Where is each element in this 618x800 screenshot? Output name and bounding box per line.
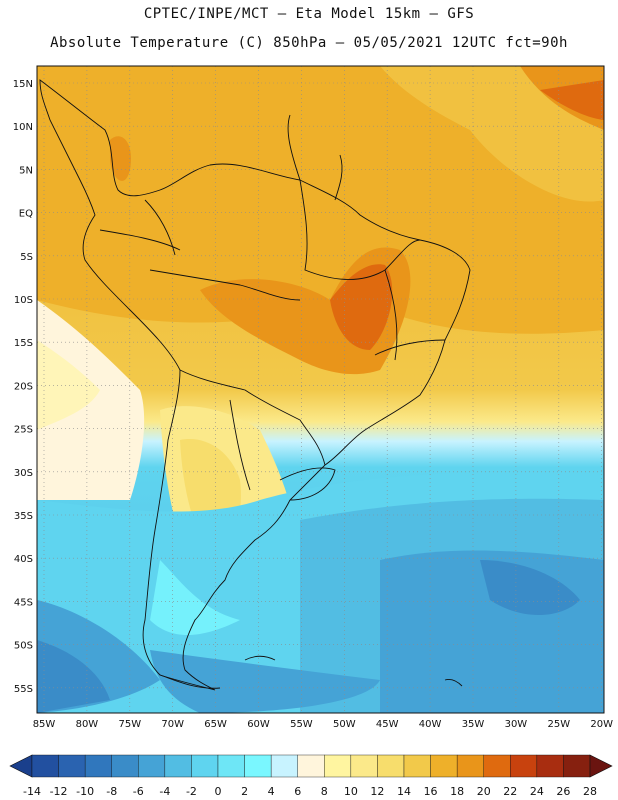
colorbar-label: -6 — [133, 785, 144, 798]
colorbar-swatch — [191, 754, 219, 778]
colorbar-swatch — [350, 754, 378, 778]
colorbar-swatch — [430, 754, 458, 778]
colorbar-swatch — [563, 754, 591, 778]
lon-label: 70W — [161, 719, 184, 730]
lon-label: 75W — [118, 719, 141, 730]
colorbar-label: 2 — [241, 785, 248, 798]
lon-label: 40W — [419, 719, 442, 730]
colorbar-underflow-arrow — [9, 754, 33, 778]
colorbar-swatch — [164, 754, 192, 778]
colorbar-swatch — [483, 754, 511, 778]
lat-label: 55S — [14, 684, 33, 695]
colorbar-swatch — [138, 754, 166, 778]
lat-label: 45S — [14, 597, 33, 608]
graticule — [37, 66, 604, 713]
lon-label: 20W — [590, 719, 613, 730]
lon-label: 25W — [547, 719, 570, 730]
colorbar-label: -12 — [50, 785, 68, 798]
colorbar-label: 24 — [530, 785, 544, 798]
lon-label: 85W — [33, 719, 56, 730]
lon-label: 55W — [290, 719, 313, 730]
colorbar-swatch — [244, 754, 272, 778]
colorbar-swatch — [111, 754, 139, 778]
lat-label: 50S — [14, 641, 33, 652]
colorbar-swatch — [31, 754, 59, 778]
colorbar-label: 6 — [294, 785, 301, 798]
colorbar-swatch — [510, 754, 538, 778]
lat-label: 25S — [14, 425, 33, 436]
colorbar-swatch — [297, 754, 325, 778]
lat-label: 15S — [14, 338, 33, 349]
lon-label: 45W — [376, 719, 399, 730]
lon-label: 50W — [333, 719, 356, 730]
temperature-field — [37, 66, 604, 713]
colorbar-label: 28 — [583, 785, 597, 798]
lat-label: 10S — [14, 295, 33, 306]
colorbar-label: -8 — [106, 785, 117, 798]
lon-label: 80W — [76, 719, 99, 730]
lon-label: 30W — [505, 719, 528, 730]
colorbar-label: -4 — [159, 785, 170, 798]
lat-label: 15N — [13, 79, 33, 90]
colorbar-label: 4 — [268, 785, 275, 798]
coastlines — [39, 79, 471, 691]
colorbar-label: 16 — [424, 785, 438, 798]
lon-label: 65W — [204, 719, 227, 730]
colorbar-label: 12 — [370, 785, 384, 798]
colorbar-swatch — [377, 754, 405, 778]
color-scale-bar: -14 -12 -10 -8 -6 -4 -2 0 2 4 6 8 10 12 14 16 18 20 22 24 26… — [9, 754, 613, 798]
colorbar-label: 14 — [397, 785, 411, 798]
colorbar-swatch — [84, 754, 112, 778]
colorbar-swatch — [217, 754, 245, 778]
lat-label: EQ — [19, 209, 33, 220]
colorbar-swatch — [324, 754, 352, 778]
map-title-line2: Absolute Temperature (C) 850hPa — 05/05/… — [50, 35, 568, 51]
colorbar-overflow-arrow — [589, 754, 613, 778]
colorbar-swatch — [58, 754, 86, 778]
colorbar-label: 26 — [556, 785, 570, 798]
colorbar-label: 20 — [477, 785, 491, 798]
colorbar-label: 8 — [321, 785, 328, 798]
lat-label: 35S — [14, 511, 33, 522]
lat-label: 10N — [13, 122, 33, 133]
colorbar-label: -10 — [76, 785, 94, 798]
lat-label: 5S — [20, 252, 33, 263]
lon-label: 60W — [247, 719, 270, 730]
colorbar-swatch — [536, 754, 564, 778]
lat-label: 20S — [14, 381, 33, 392]
colorbar-label: 18 — [450, 785, 464, 798]
colorbar-swatch — [270, 754, 298, 778]
colorbar-label: -14 — [23, 785, 41, 798]
colorbar-label: 0 — [215, 785, 222, 798]
lat-label: 30S — [14, 468, 33, 479]
longitude-labels: 85W 80W 75W 70W 65W 60W 55W 50W 45W 40W 35W 30W 25W 2… — [33, 719, 613, 730]
latitude-labels: 15N 10N 5N EQ 5S 10S 15S 20S 25S 30S 35S 40S 45S 50S 5… — [13, 79, 33, 695]
map-title-line1: CPTEC/INPE/MCT — Eta Model 15km — GFS — [143, 6, 475, 22]
colorbar-swatch — [456, 754, 484, 778]
map-frame — [36, 65, 605, 714]
colorbar-label: -2 — [186, 785, 197, 798]
colorbar-swatch — [403, 754, 431, 778]
lon-label: 35W — [462, 719, 485, 730]
colorbar-label: 22 — [503, 785, 517, 798]
colorbar-label: 10 — [344, 785, 358, 798]
lat-label: 5N — [19, 165, 33, 176]
lat-label: 40S — [14, 554, 33, 565]
